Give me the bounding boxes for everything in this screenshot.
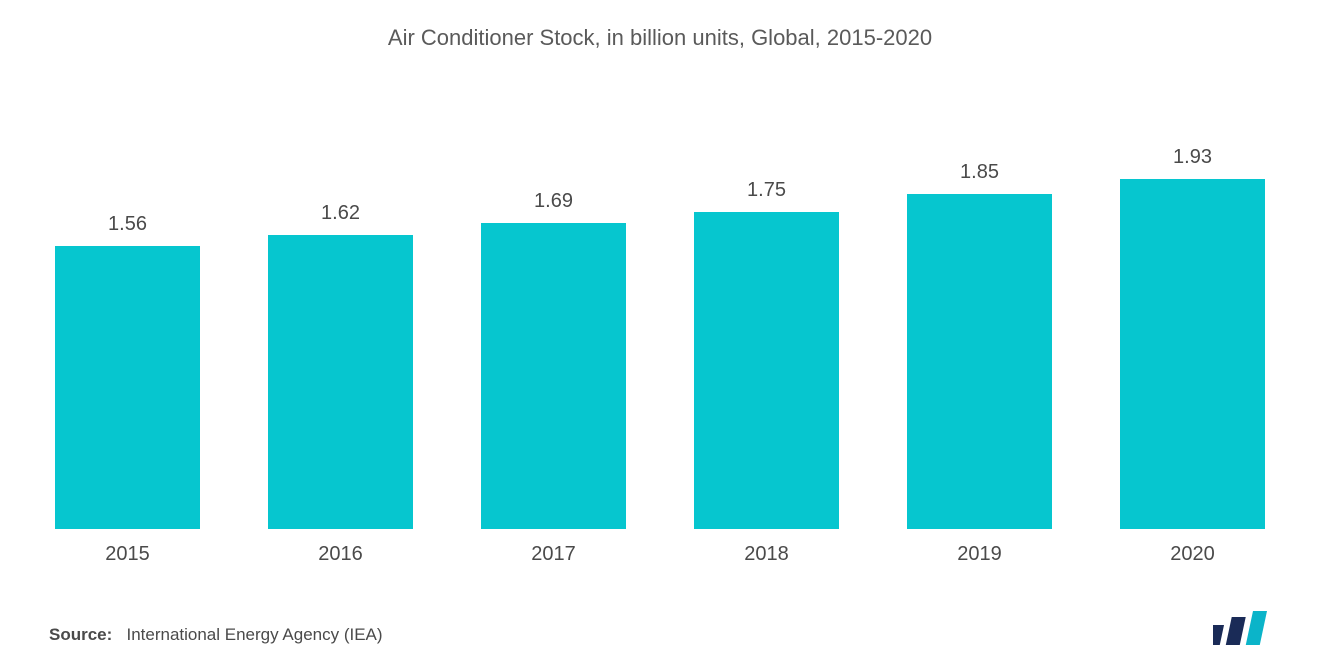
chart-footer: Source: International Energy Agency (IEA… — [45, 611, 1275, 645]
x-axis-label: 2017 — [481, 543, 626, 566]
bar-plot-area: 1.56 1.62 1.69 1.75 1.85 1.93 — [45, 111, 1275, 529]
bar-value-label: 1.85 — [960, 161, 999, 184]
bar-value-label: 1.56 — [108, 213, 147, 236]
x-axis-labels: 2015 2016 2017 2018 2019 2020 — [45, 529, 1275, 566]
bar-group: 1.62 — [268, 202, 413, 529]
x-axis-label: 2019 — [907, 543, 1052, 566]
bar — [268, 235, 413, 529]
x-axis-label: 2015 — [55, 543, 200, 566]
x-axis-label: 2018 — [694, 543, 839, 566]
brand-logo-icon — [1213, 611, 1271, 645]
bar-value-label: 1.75 — [747, 179, 786, 202]
bar — [55, 246, 200, 529]
bar-group: 1.85 — [907, 161, 1052, 529]
bar-group: 1.69 — [481, 190, 626, 529]
source-text: International Energy Agency (IEA) — [126, 625, 382, 644]
x-axis-label: 2016 — [268, 543, 413, 566]
bar-value-label: 1.69 — [534, 190, 573, 213]
chart-title: Air Conditioner Stock, in billion units,… — [45, 25, 1275, 51]
bar-group: 1.56 — [55, 213, 200, 529]
x-axis-label: 2020 — [1120, 543, 1265, 566]
bar — [1120, 179, 1265, 529]
source-line: Source: International Energy Agency (IEA… — [49, 625, 383, 645]
bar-group: 1.75 — [694, 179, 839, 529]
bar — [694, 212, 839, 529]
bar-group: 1.93 — [1120, 146, 1265, 529]
bar-value-label: 1.93 — [1173, 146, 1212, 169]
bar — [907, 194, 1052, 529]
chart-container: Air Conditioner Stock, in billion units,… — [0, 0, 1320, 665]
bar — [481, 223, 626, 529]
bar-value-label: 1.62 — [321, 202, 360, 225]
source-prefix: Source: — [49, 625, 112, 644]
